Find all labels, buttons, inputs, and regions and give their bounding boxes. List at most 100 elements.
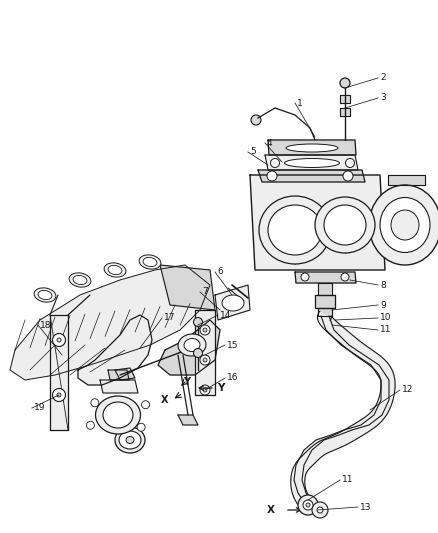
Polygon shape: [388, 175, 425, 185]
Text: 7: 7: [202, 287, 208, 296]
Circle shape: [57, 338, 61, 342]
Text: 17: 17: [164, 313, 176, 322]
Polygon shape: [158, 320, 220, 375]
Circle shape: [346, 158, 354, 167]
Polygon shape: [10, 265, 210, 380]
Polygon shape: [108, 370, 129, 380]
Polygon shape: [215, 285, 250, 320]
Circle shape: [271, 158, 279, 167]
Circle shape: [200, 355, 210, 365]
Ellipse shape: [95, 396, 141, 434]
Ellipse shape: [38, 290, 52, 300]
Polygon shape: [265, 155, 358, 170]
Ellipse shape: [222, 295, 244, 311]
Circle shape: [267, 171, 277, 181]
Polygon shape: [318, 308, 332, 316]
Text: 18: 18: [40, 320, 52, 329]
Circle shape: [340, 78, 350, 88]
Circle shape: [53, 389, 66, 401]
Ellipse shape: [178, 334, 206, 356]
Circle shape: [251, 115, 261, 125]
Ellipse shape: [315, 197, 375, 253]
Polygon shape: [268, 140, 356, 155]
Circle shape: [317, 507, 323, 513]
Polygon shape: [78, 315, 152, 385]
Polygon shape: [160, 265, 215, 310]
Circle shape: [91, 399, 99, 407]
Ellipse shape: [268, 205, 322, 255]
Polygon shape: [50, 315, 68, 430]
Polygon shape: [195, 310, 215, 395]
Ellipse shape: [69, 273, 91, 287]
Text: X: X: [267, 505, 275, 515]
Circle shape: [57, 393, 61, 397]
Text: 15: 15: [227, 341, 239, 350]
Circle shape: [298, 495, 318, 515]
Text: X: X: [160, 395, 168, 405]
Circle shape: [200, 325, 210, 335]
Text: 5: 5: [250, 148, 256, 157]
Text: 16: 16: [227, 374, 239, 383]
Ellipse shape: [119, 431, 141, 449]
Ellipse shape: [259, 196, 331, 264]
Text: 14: 14: [220, 311, 231, 319]
Polygon shape: [258, 170, 365, 182]
Ellipse shape: [103, 402, 133, 428]
Ellipse shape: [126, 437, 134, 443]
Polygon shape: [315, 295, 335, 308]
Polygon shape: [340, 108, 350, 116]
Ellipse shape: [73, 276, 87, 285]
Ellipse shape: [139, 255, 161, 269]
Text: 8: 8: [380, 280, 386, 289]
Text: 12: 12: [402, 385, 413, 394]
Text: 4: 4: [267, 139, 272, 148]
Circle shape: [312, 502, 328, 518]
Circle shape: [203, 388, 207, 392]
Polygon shape: [291, 311, 395, 511]
Circle shape: [301, 273, 309, 281]
Circle shape: [203, 358, 207, 362]
Text: 3: 3: [380, 93, 386, 102]
Ellipse shape: [285, 158, 339, 167]
Text: 2: 2: [380, 74, 385, 83]
Circle shape: [343, 171, 353, 181]
Text: Y: Y: [217, 383, 224, 393]
Ellipse shape: [104, 263, 126, 277]
Circle shape: [341, 273, 349, 281]
Text: 10: 10: [380, 313, 392, 322]
Circle shape: [203, 328, 207, 332]
Polygon shape: [294, 316, 389, 502]
Ellipse shape: [115, 427, 145, 453]
Polygon shape: [318, 283, 332, 295]
Polygon shape: [100, 380, 138, 393]
Polygon shape: [178, 415, 198, 425]
Circle shape: [194, 349, 202, 358]
Circle shape: [306, 503, 310, 507]
Ellipse shape: [108, 265, 122, 274]
Polygon shape: [340, 95, 350, 103]
Ellipse shape: [286, 144, 338, 152]
Polygon shape: [295, 272, 356, 283]
Text: 9: 9: [380, 301, 386, 310]
Ellipse shape: [34, 288, 56, 302]
Circle shape: [200, 385, 210, 395]
Ellipse shape: [369, 185, 438, 265]
Circle shape: [303, 500, 313, 510]
Polygon shape: [250, 175, 385, 270]
Ellipse shape: [380, 198, 430, 253]
Ellipse shape: [184, 338, 200, 351]
Text: 11: 11: [380, 326, 392, 335]
Text: 6: 6: [217, 268, 223, 277]
Polygon shape: [115, 368, 135, 380]
Circle shape: [141, 401, 150, 409]
Circle shape: [86, 421, 95, 429]
Circle shape: [137, 423, 145, 431]
Ellipse shape: [143, 257, 157, 266]
Text: 1: 1: [297, 99, 303, 108]
Text: 11: 11: [342, 475, 353, 484]
Ellipse shape: [391, 210, 419, 240]
Text: Y: Y: [183, 377, 190, 387]
Ellipse shape: [324, 205, 366, 245]
Text: 19: 19: [34, 403, 46, 413]
Text: 13: 13: [360, 503, 371, 512]
